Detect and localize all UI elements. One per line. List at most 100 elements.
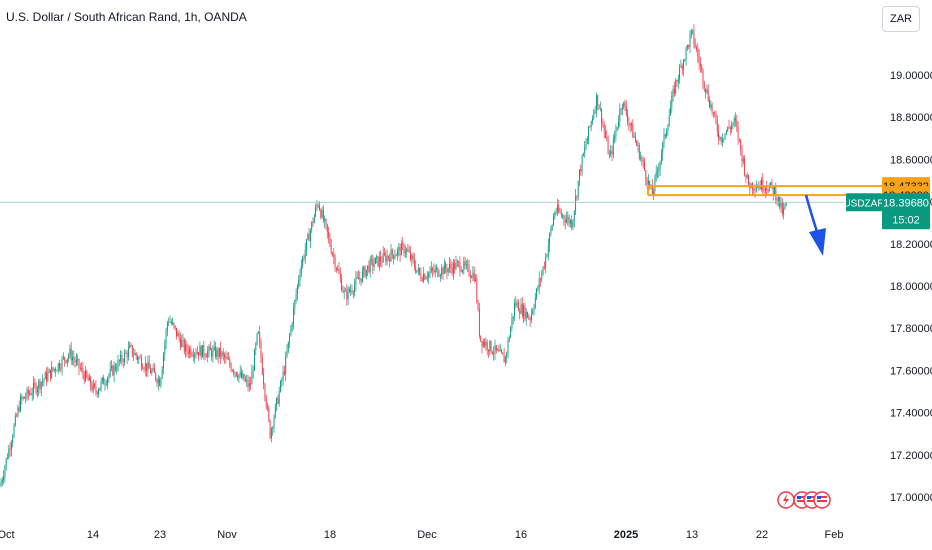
candle-body: [10, 443, 12, 450]
candle-body: [298, 280, 300, 286]
candle-body: [255, 343, 257, 351]
candle-body: [322, 210, 324, 221]
candle-body: [36, 388, 38, 393]
candle-body: [157, 378, 159, 384]
candle-body: [612, 138, 614, 155]
candle-body: [677, 79, 679, 82]
candle-body: [620, 109, 622, 110]
candle-body: [35, 384, 37, 393]
candle-body: [159, 378, 161, 386]
candle-body: [771, 182, 773, 187]
candle-body: [339, 273, 341, 279]
candle-body: [46, 372, 47, 381]
flag-canton: [807, 496, 811, 499]
candle-body: [278, 391, 280, 404]
countdown-label: 15:02: [892, 214, 920, 226]
candle-body: [558, 205, 560, 212]
candle-body: [60, 368, 62, 370]
candle-body: [579, 169, 580, 181]
candle-body: [586, 138, 588, 145]
candle-body: [707, 89, 709, 101]
candle-body: [218, 347, 220, 357]
candle-body: [95, 386, 97, 392]
candle-body: [649, 180, 651, 187]
candle-body: [725, 131, 727, 134]
candle-body: [304, 249, 306, 259]
candle-body: [4, 466, 6, 477]
flag-stripe: [797, 500, 807, 502]
candle-body: [580, 169, 582, 172]
candle-body: [248, 383, 250, 387]
candle-body: [647, 180, 649, 185]
candle-body: [122, 361, 124, 363]
candle-body: [196, 352, 198, 354]
candle-body: [646, 179, 648, 185]
candle-body: [320, 209, 322, 218]
candle-body: [348, 288, 350, 292]
candle-body: [328, 232, 330, 237]
candle-body: [107, 378, 109, 384]
candle-body: [256, 333, 258, 344]
candle-body: [181, 340, 183, 347]
candle-body: [608, 153, 610, 155]
candle-body: [662, 142, 664, 155]
candle-body: [172, 322, 174, 324]
candle-body: [382, 253, 384, 263]
candle-body: [767, 190, 769, 192]
candle-body: [572, 220, 574, 228]
chart-title: U.S. Dollar / South African Rand, 1h, OA…: [6, 10, 247, 24]
candle-body: [489, 341, 491, 352]
candle-body: [51, 367, 53, 378]
candle-body: [593, 112, 595, 119]
candle-body: [606, 137, 608, 139]
candle-body: [187, 350, 189, 354]
candle-body: [135, 353, 137, 357]
candle-body: [18, 407, 20, 411]
candle-body: [85, 370, 86, 381]
candle-body: [673, 88, 675, 94]
candle-body: [529, 318, 531, 321]
candle-body: [757, 187, 759, 189]
candle-body: [731, 125, 733, 130]
x-tick-label: 16: [515, 529, 527, 541]
candle-body: [342, 290, 344, 293]
candle-body: [549, 233, 551, 245]
candle-body: [699, 63, 701, 66]
candle-body: [62, 357, 64, 359]
candle-body: [26, 389, 28, 398]
candle-body: [20, 396, 21, 411]
candle-body: [651, 185, 653, 195]
candle-body: [772, 186, 774, 195]
candle-body: [494, 345, 496, 354]
candle-body: [658, 169, 660, 172]
candle-body: [120, 354, 122, 362]
flag-stripe: [817, 500, 827, 502]
candle-body: [52, 367, 54, 371]
candle-body: [124, 352, 125, 363]
candle-body: [478, 309, 480, 336]
candle-body: [683, 60, 684, 70]
candle-body: [619, 109, 621, 122]
y-tick-label: 18.20000: [890, 239, 932, 251]
currency-button[interactable]: ZAR: [882, 6, 920, 32]
candle-body: [78, 359, 80, 368]
candle-body: [442, 267, 444, 275]
candle-body: [627, 114, 629, 123]
candle-body: [671, 95, 673, 108]
candle-body: [514, 303, 515, 317]
candle-body: [456, 261, 458, 263]
candle-body: [491, 352, 493, 354]
candle-body: [191, 355, 193, 356]
candle-body: [668, 115, 670, 126]
candle-body: [653, 190, 655, 195]
candle-body: [533, 307, 535, 311]
candle-body: [433, 270, 435, 273]
candle-body: [416, 270, 418, 273]
candle-body: [393, 254, 395, 259]
candle-body: [13, 425, 15, 437]
candle-body: [161, 368, 163, 379]
candle-body: [225, 356, 227, 358]
candle-body: [594, 110, 596, 113]
candle-body: [631, 123, 632, 126]
